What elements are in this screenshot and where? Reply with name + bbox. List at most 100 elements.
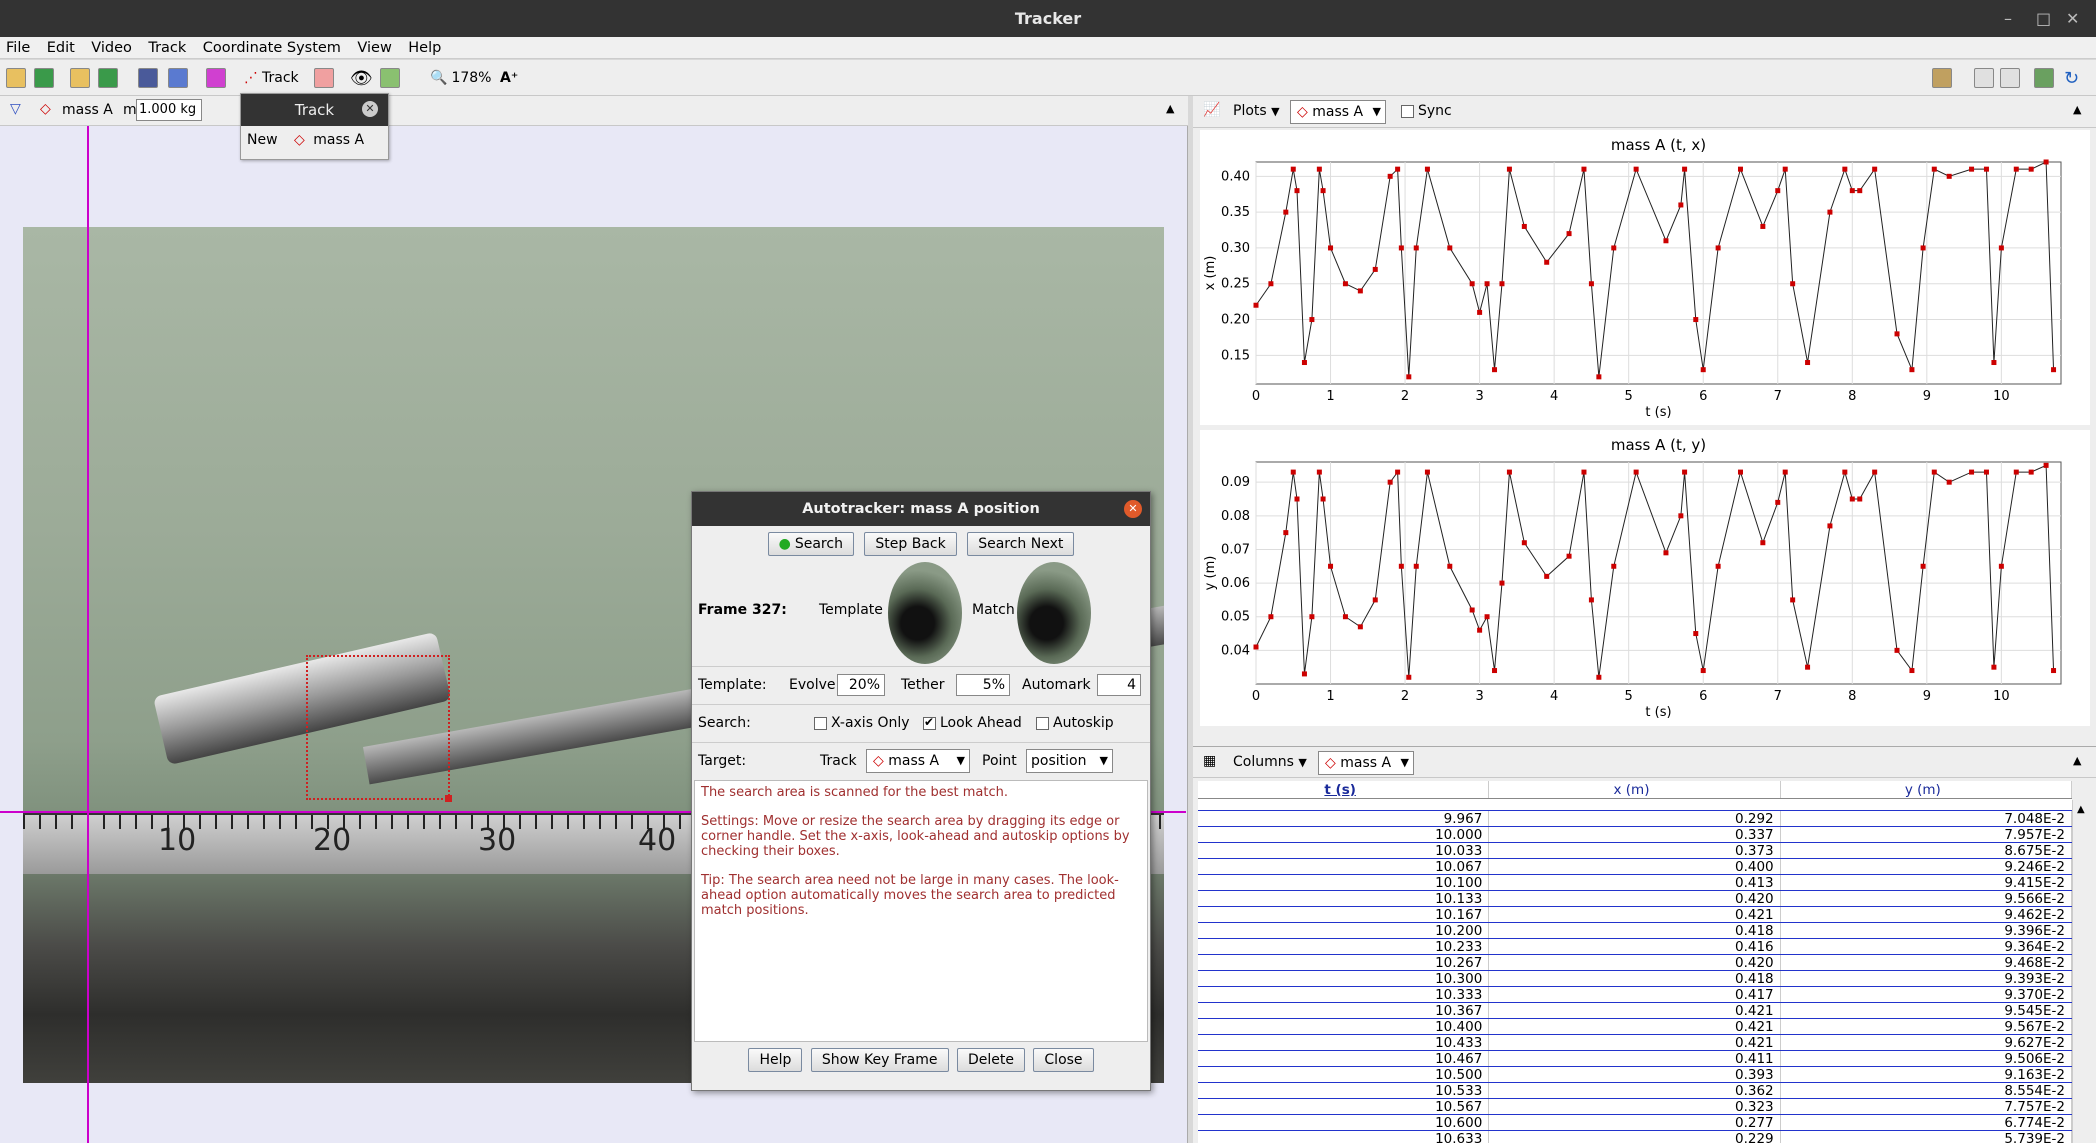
table-cell[interactable]: 10.100 xyxy=(1198,875,1490,891)
maximize-icon[interactable]: □ xyxy=(2036,9,2052,28)
menu-track[interactable]: Track xyxy=(148,40,187,56)
table-row[interactable]: 10.400 0.421 9.567E-2 xyxy=(1198,1019,2072,1035)
plots-menu-button[interactable]: Plots ▼ xyxy=(1233,103,1280,119)
menu-view[interactable]: View xyxy=(357,40,392,56)
autotracker-close-icon[interactable]: ✕ xyxy=(1124,500,1142,518)
notes-icon[interactable] xyxy=(1974,66,1994,90)
data-table[interactable]: t (s) x (m) y (m) 9.967 0.292 7.048E-2 10.0… xyxy=(1198,781,2072,1143)
table-cell[interactable]: 10.200 xyxy=(1198,923,1490,939)
open-video-icon[interactable] xyxy=(70,66,90,90)
collapse-icon[interactable]: ▲ xyxy=(1166,102,1175,115)
save-icon[interactable] xyxy=(34,66,54,90)
help-button[interactable]: Help xyxy=(748,1048,803,1072)
table-scrollbar[interactable]: ▲ xyxy=(2072,800,2090,1143)
close-button[interactable]: Close xyxy=(1033,1048,1094,1072)
table-cell[interactable]: 0.373 xyxy=(1489,843,1781,859)
menu-help[interactable]: Help xyxy=(408,40,442,56)
track-popup-new[interactable]: New xyxy=(247,132,278,148)
table-cell[interactable]: 10.367 xyxy=(1198,1003,1490,1019)
table-cell[interactable]: 10.533 xyxy=(1198,1083,1490,1099)
collapse-icon[interactable]: ▲ xyxy=(2073,754,2082,767)
table-row[interactable]: 10.167 0.421 9.462E-2 xyxy=(1198,907,2072,923)
delete-button[interactable]: Delete xyxy=(956,1048,1025,1072)
table-cell[interactable]: 0.277 xyxy=(1489,1115,1781,1131)
table-cell[interactable]: 9.462E-2 xyxy=(1781,907,2072,923)
table-cell[interactable]: 10.500 xyxy=(1198,1067,1490,1083)
track-popup-track[interactable]: mass A xyxy=(313,132,365,148)
collapse-icon[interactable]: ▲ xyxy=(2073,103,2082,116)
clip-settings-icon[interactable] xyxy=(138,66,158,90)
table-cell[interactable]: 10.000 xyxy=(1198,827,1490,843)
table-cell[interactable]: 0.400 xyxy=(1489,859,1781,875)
pencil-icon[interactable] xyxy=(1932,66,1952,90)
table-row[interactable]: 10.367 0.421 9.545E-2 xyxy=(1198,1003,2072,1019)
table-row[interactable]: 10.467 0.411 9.506E-2 xyxy=(1198,1051,2072,1067)
evolve-spinner[interactable]: 20% xyxy=(837,674,885,696)
table-cell[interactable]: 9.468E-2 xyxy=(1781,955,2072,971)
font-size-icon[interactable]: A⁺ xyxy=(500,70,519,86)
lookahead-checkbox[interactable]: Look Ahead xyxy=(923,715,1022,731)
search-button[interactable]: ● Search xyxy=(767,532,854,556)
sync-checkbox[interactable]: Sync xyxy=(1401,103,1452,119)
table-cell[interactable]: 10.633 xyxy=(1198,1131,1490,1143)
x-axis-line[interactable] xyxy=(0,811,1186,813)
table-cell[interactable]: 7.048E-2 xyxy=(1781,811,2072,827)
menu-edit[interactable]: Edit xyxy=(46,40,75,56)
table-cell[interactable]: 10.067 xyxy=(1198,859,1490,875)
table-cell[interactable]: 8.675E-2 xyxy=(1781,843,2072,859)
xaxis-checkbox[interactable]: X-axis Only xyxy=(814,715,910,731)
table-cell[interactable]: 10.300 xyxy=(1198,971,1490,987)
table-cell[interactable]: 0.418 xyxy=(1489,923,1781,939)
table-cell[interactable]: 10.267 xyxy=(1198,955,1490,971)
table-cell[interactable]: 10.167 xyxy=(1198,907,1490,923)
zoom-control[interactable]: 🔍 178% xyxy=(430,66,491,90)
target-track-select[interactable]: ◇ mass A ▼ xyxy=(866,749,970,773)
table-cell[interactable]: 9.506E-2 xyxy=(1781,1051,2072,1067)
autoskip-checkbox-box[interactable] xyxy=(1036,716,1049,730)
autotracker-icon[interactable] xyxy=(314,66,334,90)
automark-spinner[interactable]: 4 xyxy=(1097,674,1141,696)
column-header-t[interactable]: t (s) xyxy=(1198,781,1490,798)
table-cell[interactable]: 10.033 xyxy=(1198,843,1490,859)
axes-icon[interactable] xyxy=(206,66,226,90)
table-cell[interactable]: 9.415E-2 xyxy=(1781,875,2072,891)
table-cell[interactable]: 0.421 xyxy=(1489,1003,1781,1019)
table-cell[interactable]: 7.957E-2 xyxy=(1781,827,2072,843)
table-cell[interactable]: 0.418 xyxy=(1489,971,1781,987)
tether-spinner[interactable]: 5% xyxy=(956,674,1010,696)
calibration-icon[interactable] xyxy=(168,66,188,90)
table-row[interactable]: 10.100 0.413 9.415E-2 xyxy=(1198,875,2072,891)
match-point-icon[interactable] xyxy=(445,795,452,802)
table-cell[interactable]: 10.467 xyxy=(1198,1051,1490,1067)
table-row[interactable]: 9.967 0.292 7.048E-2 xyxy=(1198,811,2072,827)
show-key-frame-button[interactable]: Show Key Frame xyxy=(810,1048,949,1072)
table-row[interactable]: 10.000 0.337 7.957E-2 xyxy=(1198,827,2072,843)
table-cell[interactable]: 8.554E-2 xyxy=(1781,1083,2072,1099)
sync-checkbox-box[interactable] xyxy=(1401,104,1414,118)
scroll-up-icon[interactable]: ▲ xyxy=(2077,804,2085,815)
table-row[interactable]: 10.133 0.420 9.566E-2 xyxy=(1198,891,2072,907)
track-name[interactable]: mass A xyxy=(62,102,113,118)
column-header-x[interactable]: x (m) xyxy=(1489,781,1781,798)
table-cell[interactable]: 9.545E-2 xyxy=(1781,1003,2072,1019)
table-cell[interactable]: 9.967 xyxy=(1198,811,1490,827)
table-cell[interactable]: 10.600 xyxy=(1198,1115,1490,1131)
table-row[interactable]: 10.500 0.393 9.163E-2 xyxy=(1198,1067,2072,1083)
visibility-eye-icon[interactable]: 👁 xyxy=(350,67,373,89)
table-cell[interactable]: 9.364E-2 xyxy=(1781,939,2072,955)
table-cell[interactable]: 9.393E-2 xyxy=(1781,971,2072,987)
table-cell[interactable]: 0.411 xyxy=(1489,1051,1781,1067)
refresh-icon[interactable]: ↻ xyxy=(2064,67,2080,89)
menu-file[interactable]: File xyxy=(6,40,31,56)
table-cell[interactable]: 9.396E-2 xyxy=(1781,923,2072,939)
table-cell[interactable]: 6.774E-2 xyxy=(1781,1115,2072,1131)
y-axis-line[interactable] xyxy=(87,126,89,1143)
table-row[interactable]: 10.300 0.418 9.393E-2 xyxy=(1198,971,2072,987)
table-cell[interactable]: 9.246E-2 xyxy=(1781,859,2072,875)
menu-coordinate-system[interactable]: Coordinate System xyxy=(202,40,341,56)
table-row[interactable]: 10.033 0.373 8.675E-2 xyxy=(1198,843,2072,859)
track-button[interactable]: ⋰ Track xyxy=(244,70,299,86)
table-cell[interactable]: 7.757E-2 xyxy=(1781,1099,2072,1115)
table-row[interactable]: 10.433 0.421 9.627E-2 xyxy=(1198,1035,2072,1051)
autoskip-checkbox[interactable]: Autoskip xyxy=(1036,715,1114,731)
